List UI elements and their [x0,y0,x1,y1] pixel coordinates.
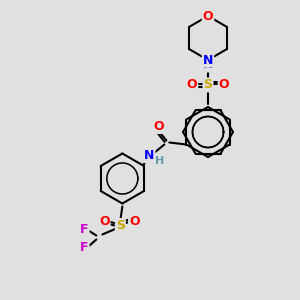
Text: N: N [203,53,213,67]
Text: N: N [203,58,213,71]
Text: O: O [187,79,197,92]
Text: O: O [219,79,229,92]
Text: O: O [203,10,213,22]
Text: O: O [153,120,164,133]
Text: F: F [80,223,88,236]
Text: F: F [80,241,88,254]
Text: S: S [203,79,212,92]
Text: H: H [155,155,164,166]
Text: O: O [129,215,140,228]
Text: N: N [144,149,154,162]
Text: O: O [99,215,110,228]
Text: S: S [116,219,125,232]
